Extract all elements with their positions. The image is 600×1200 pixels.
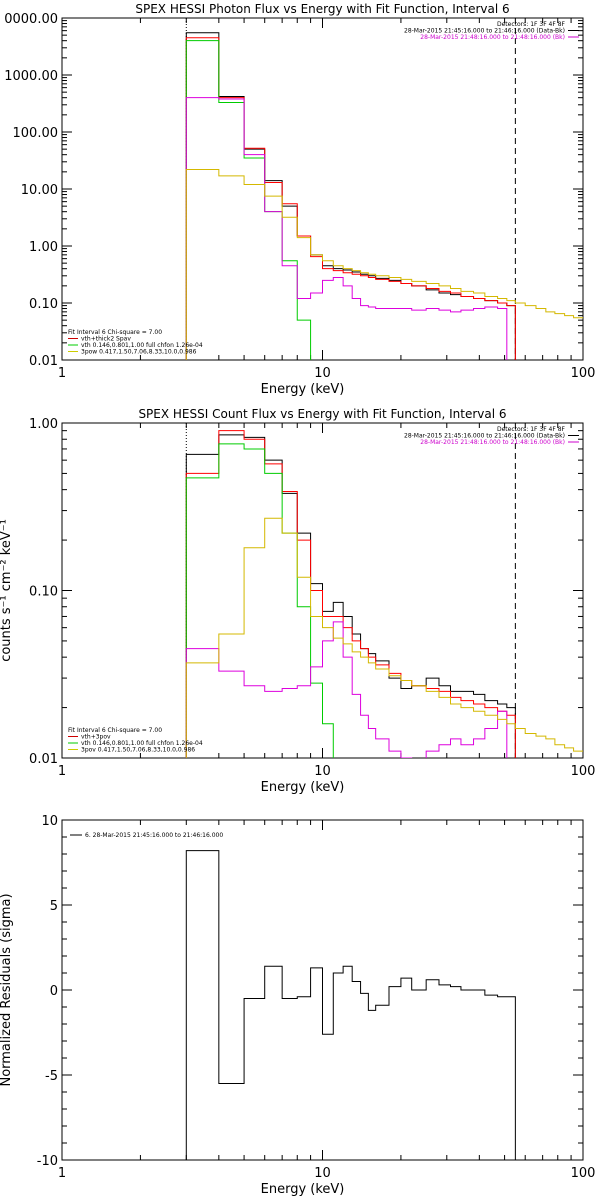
series-group xyxy=(185,32,583,360)
legend-bottom-text: vth 0.146,0.801,1.00 full chfon 1.26e-04 xyxy=(81,740,203,747)
x-tick-label: 10 xyxy=(314,366,331,381)
y-tick-label: 5 xyxy=(50,899,58,914)
legend-bottom-text: vth+3pov xyxy=(81,734,111,741)
x-tick-label: 1 xyxy=(58,764,66,779)
series-line-4 xyxy=(185,97,508,360)
series-line-1 xyxy=(185,434,516,758)
y-tick-label: -10 xyxy=(37,1154,58,1169)
x-tick-label: 10 xyxy=(314,1166,331,1181)
legend-bottom-text: Fit Interval 6 Chi-square = 7.00 xyxy=(68,727,162,734)
x-axis-label: Energy (keV) xyxy=(261,382,345,397)
y-tick-label: 0000.00 xyxy=(4,12,58,27)
y-tick-label: 0.01 xyxy=(29,354,58,369)
series-line-5 xyxy=(185,517,583,758)
chart-panel-2: SPEX HESSI Count Flux vs Energy with Fit… xyxy=(0,407,596,795)
legend-bottom-text: vth+thick2 Spav xyxy=(81,336,131,343)
chart-panel-1: SPEX HESSI Photon Flux vs Energy with Fi… xyxy=(4,2,596,397)
y-tick-label: 100.00 xyxy=(13,126,59,141)
series-group xyxy=(185,430,583,758)
y-tick-label: 1.00 xyxy=(29,240,58,255)
legend-top-text: 28-Mar-2015 21:48:16.000 to 21:48:16.000… xyxy=(420,34,565,41)
x-tick-label: 100 xyxy=(571,764,596,779)
y-tick-label: 10 xyxy=(41,814,58,829)
x-tick-label: 10 xyxy=(314,764,331,779)
y-tick-label: 1000.00 xyxy=(4,69,58,84)
x-tick-label: 1 xyxy=(58,1166,66,1181)
legend-top-text: 28-Mar-2015 21:45:16.000 to 21:46:16.000… xyxy=(404,28,565,35)
series-line-4 xyxy=(185,621,508,758)
chart-title: SPEX HESSI Count Flux vs Energy with Fit… xyxy=(138,407,506,421)
series-line-2 xyxy=(185,37,516,360)
y-axis-label: counts s⁻¹ cm⁻² keV⁻¹ xyxy=(0,519,14,662)
legend-top-text: Detectors: 1F 3F 4F 8F xyxy=(497,426,566,433)
y-tick-label: -5 xyxy=(45,1069,58,1084)
series-line-3 xyxy=(185,40,312,360)
series-line-5 xyxy=(185,168,583,360)
series-line-3 xyxy=(185,443,334,758)
series-line-1 xyxy=(185,850,516,1160)
y-tick-label: 0.01 xyxy=(29,752,58,767)
series-line-2 xyxy=(185,430,516,758)
legend-bottom-text: 3pow 0.417,1.50,7.06,8.33,10.0,0.986 xyxy=(81,349,197,356)
series-group xyxy=(185,850,516,1160)
x-tick-label: 1 xyxy=(58,366,66,381)
x-tick-label: 100 xyxy=(571,366,596,381)
legend-bottom-text: 3pov 0.417,1.50,7.06,8.33,10.0,0.986 xyxy=(81,747,195,754)
series-line-1 xyxy=(185,32,516,360)
y-tick-label: 10.00 xyxy=(21,183,58,198)
legend-top-text: Detectors: 1F 3F 4F 8F xyxy=(497,21,566,28)
chart-title: SPEX HESSI Photon Flux vs Energy with Fi… xyxy=(135,2,509,16)
legend-bottom-text: Fit Interval 6 Chi-square = 7.00 xyxy=(68,329,162,336)
x-tick-label: 100 xyxy=(571,1166,596,1181)
y-axis-label: Normalized Residuals (sigma) xyxy=(0,893,14,1086)
y-tick-label: 0 xyxy=(50,984,58,999)
y-tick-label: 1.00 xyxy=(29,417,58,432)
x-axis-label: Energy (keV) xyxy=(261,1182,345,1197)
legend-bottom-text: vth 0.146,0.801,1.00 full chfon 1.26e-04 xyxy=(81,342,203,349)
y-tick-label: 0.10 xyxy=(29,297,58,312)
y-tick-label: 0.10 xyxy=(29,585,58,600)
x-axis-label: Energy (keV) xyxy=(261,780,345,795)
legend-top-text: 28-Mar-2015 21:48:16.000 to 21:48:16.000… xyxy=(420,439,565,446)
legend-top-text: 28-Mar-2015 21:45:16.000 to 21:46:16.000… xyxy=(404,433,565,440)
legend-top-text: 6. 28-Mar-2015 21:45:16.000 to 21:46:16.… xyxy=(85,832,223,839)
